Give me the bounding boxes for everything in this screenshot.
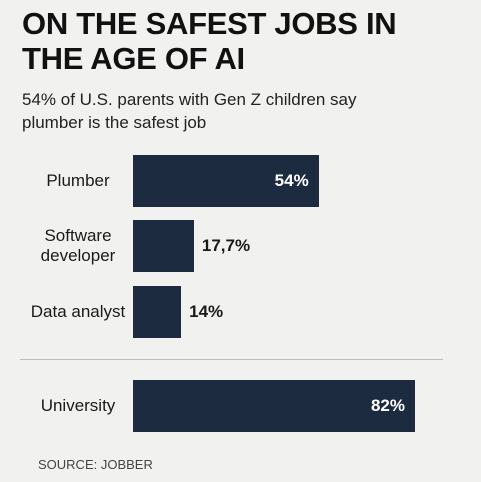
bar: [133, 380, 415, 432]
value-label: 14%: [189, 302, 224, 321]
bar: [133, 220, 194, 272]
value-label: 82%: [370, 396, 405, 415]
category-label: Plumber: [46, 171, 110, 190]
category-label: University: [40, 396, 116, 415]
value-label: 17,7%: [201, 236, 251, 255]
chart-subtitle: 54% of U.S. parents with Gen Z children …: [22, 90, 357, 132]
value-label: 54%: [274, 171, 309, 190]
bar: [133, 286, 182, 338]
divider: [20, 359, 443, 360]
category-label: Data analyst: [30, 302, 126, 321]
source: SOURCE: JOBBER: [38, 457, 153, 472]
chart-title: ON THE SAFEST JOBS IN THE AGE OF AI: [22, 6, 397, 76]
category-label: Software developer: [40, 226, 116, 265]
bar: [133, 155, 319, 207]
